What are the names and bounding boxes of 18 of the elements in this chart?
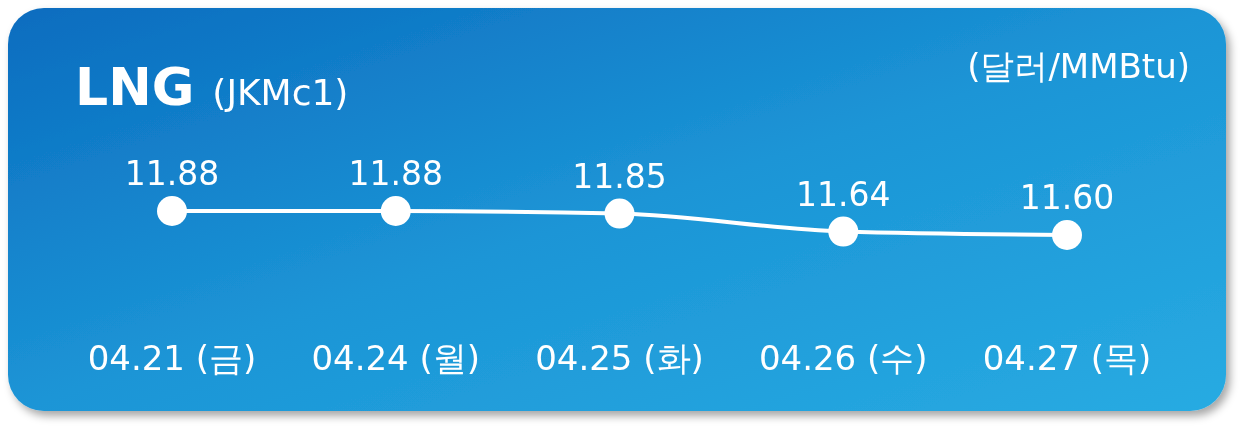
x-tick-label: 04.27 (목) <box>982 338 1152 378</box>
x-tick-label: 04.25 (화) <box>535 338 704 378</box>
point <box>380 196 411 226</box>
point <box>604 198 635 229</box>
chart-title: LNG <box>75 57 195 117</box>
x-tick-label: 04.26 (수) <box>758 338 928 378</box>
x-tick-label: 04.24 (월) <box>311 338 481 378</box>
point <box>828 216 859 247</box>
data-label: 11.85 <box>572 156 667 196</box>
data-label: 11.64 <box>796 174 891 214</box>
data-label: 11.88 <box>124 154 220 193</box>
y-axis-title: (달러/MMBtu) <box>967 46 1190 86</box>
point <box>1052 220 1082 250</box>
point <box>157 196 187 226</box>
chart-subtitle: (JKMc1) <box>212 72 349 113</box>
data-label: 11.88 <box>348 154 443 193</box>
x-tick-label: 04.21 (금) <box>87 338 257 378</box>
data-label: 11.60 <box>1019 178 1115 217</box>
